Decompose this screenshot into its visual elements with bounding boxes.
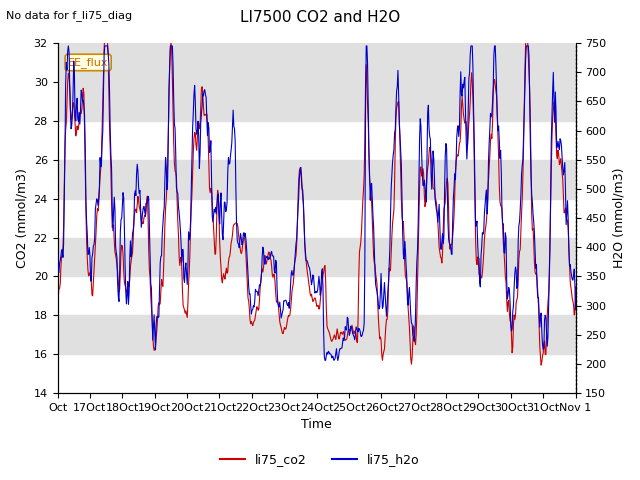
- Bar: [58, 315, 575, 354]
- Y-axis label: CO2 (mmol/m3): CO2 (mmol/m3): [15, 168, 28, 268]
- Text: No data for f_li75_diag: No data for f_li75_diag: [6, 10, 132, 21]
- Y-axis label: H2O (mmol/m3): H2O (mmol/m3): [612, 168, 625, 268]
- Legend: li75_co2, li75_h2o: li75_co2, li75_h2o: [215, 448, 425, 471]
- Bar: [58, 238, 575, 276]
- Bar: [58, 160, 575, 199]
- Text: EE_flux: EE_flux: [68, 57, 108, 68]
- Bar: [58, 43, 575, 82]
- X-axis label: Time: Time: [301, 419, 332, 432]
- Bar: [58, 82, 575, 121]
- Text: LI7500 CO2 and H2O: LI7500 CO2 and H2O: [240, 10, 400, 24]
